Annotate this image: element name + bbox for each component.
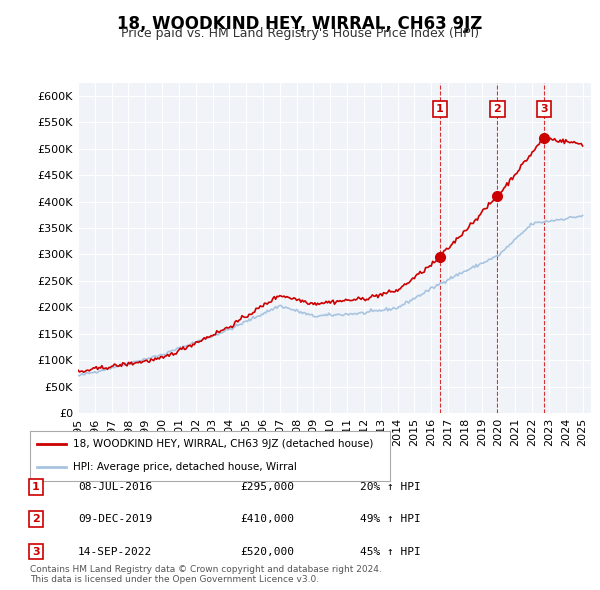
Text: HPI: Average price, detached house, Wirral: HPI: Average price, detached house, Wirr…: [73, 463, 297, 473]
Text: 1: 1: [32, 482, 40, 491]
Text: 3: 3: [32, 547, 40, 556]
Text: £410,000: £410,000: [240, 514, 294, 524]
Text: £295,000: £295,000: [240, 482, 294, 491]
Text: 1: 1: [436, 104, 444, 114]
Text: Contains HM Land Registry data © Crown copyright and database right 2024.
This d: Contains HM Land Registry data © Crown c…: [30, 565, 382, 584]
Text: 2: 2: [494, 104, 502, 114]
Text: 49% ↑ HPI: 49% ↑ HPI: [360, 514, 421, 524]
Text: 45% ↑ HPI: 45% ↑ HPI: [360, 547, 421, 556]
Text: 09-DEC-2019: 09-DEC-2019: [78, 514, 152, 524]
Text: Price paid vs. HM Land Registry's House Price Index (HPI): Price paid vs. HM Land Registry's House …: [121, 27, 479, 40]
Text: £520,000: £520,000: [240, 547, 294, 556]
Text: 08-JUL-2016: 08-JUL-2016: [78, 482, 152, 491]
Text: 18, WOODKIND HEY, WIRRAL, CH63 9JZ: 18, WOODKIND HEY, WIRRAL, CH63 9JZ: [118, 15, 482, 33]
Text: 18, WOODKIND HEY, WIRRAL, CH63 9JZ (detached house): 18, WOODKIND HEY, WIRRAL, CH63 9JZ (deta…: [73, 439, 374, 449]
Text: 20% ↑ HPI: 20% ↑ HPI: [360, 482, 421, 491]
Text: 14-SEP-2022: 14-SEP-2022: [78, 547, 152, 556]
Text: 3: 3: [540, 104, 548, 114]
Text: 2: 2: [32, 514, 40, 524]
